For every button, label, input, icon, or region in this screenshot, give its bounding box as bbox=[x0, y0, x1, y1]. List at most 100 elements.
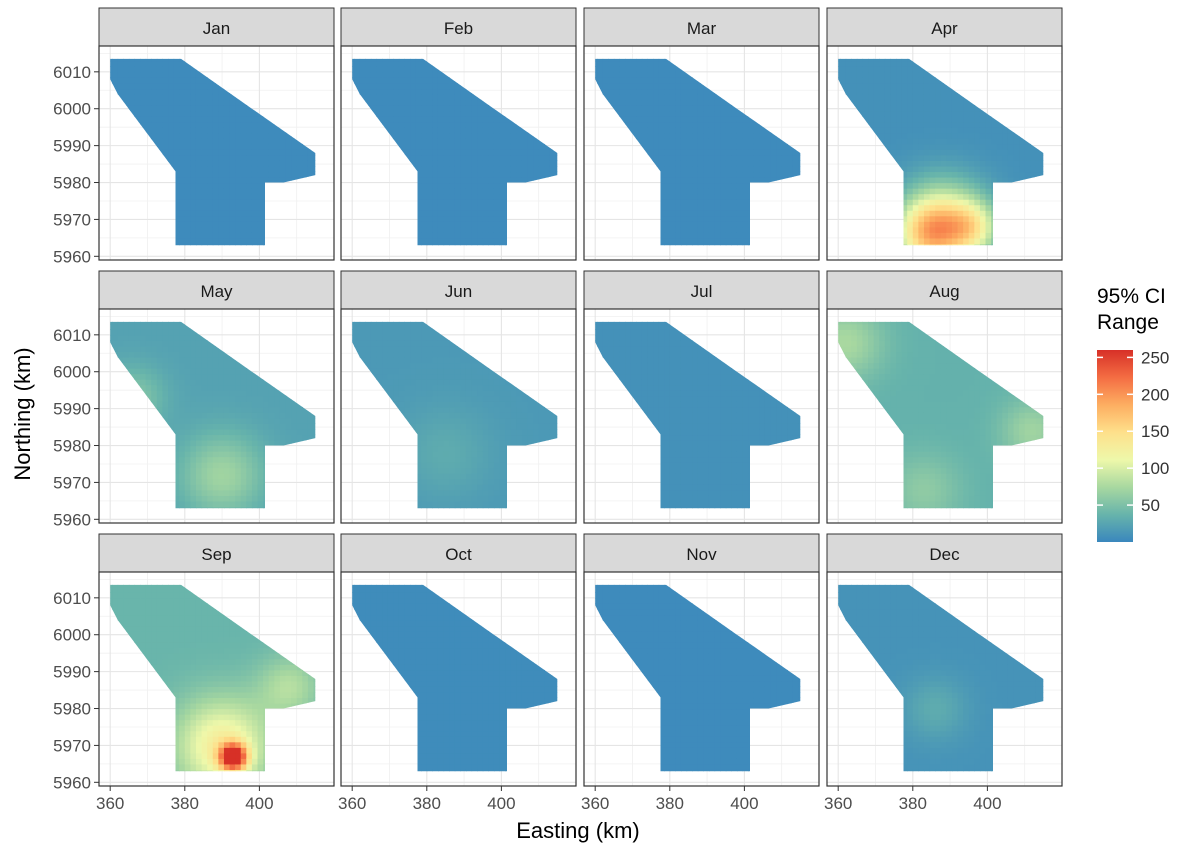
heat-cell bbox=[173, 171, 180, 178]
heat-cell bbox=[488, 160, 495, 167]
heat-cell bbox=[742, 182, 749, 189]
heat-cell bbox=[482, 110, 489, 117]
heat-cell bbox=[207, 99, 214, 106]
heat-cell bbox=[223, 226, 231, 233]
heat-cell bbox=[190, 138, 197, 145]
heat-cell bbox=[218, 199, 225, 206]
heat-cell bbox=[426, 182, 433, 189]
heat-cell bbox=[190, 77, 197, 84]
heat-cell bbox=[365, 82, 372, 90]
heat-cell bbox=[770, 154, 777, 161]
heat-cell bbox=[235, 199, 242, 206]
heat-cell bbox=[720, 110, 727, 117]
heat-cell bbox=[918, 215, 925, 222]
heat-cell bbox=[184, 215, 191, 222]
heat-cell bbox=[235, 154, 242, 161]
heat-cell bbox=[207, 171, 214, 178]
heat-cell bbox=[477, 226, 484, 233]
heat-cell bbox=[935, 215, 942, 222]
heat-cell bbox=[879, 132, 886, 139]
heat-cell bbox=[145, 60, 152, 67]
heat-cell bbox=[235, 232, 242, 239]
heat-cell bbox=[201, 199, 208, 206]
heat-cell bbox=[658, 143, 665, 150]
heat-cell bbox=[759, 165, 766, 173]
heat-cell bbox=[658, 71, 665, 78]
heat-cell bbox=[421, 188, 428, 195]
heat-cell bbox=[527, 154, 534, 161]
heat-cell bbox=[359, 60, 366, 67]
heat-cell bbox=[307, 171, 315, 178]
heat-cell bbox=[201, 138, 208, 145]
heat-cell bbox=[128, 58, 136, 62]
heat-cell bbox=[879, 99, 886, 106]
heat-cell bbox=[613, 99, 621, 106]
heat-cell bbox=[212, 176, 219, 184]
heat-cell bbox=[686, 82, 693, 90]
heat-cell bbox=[201, 193, 208, 200]
heat-cell bbox=[426, 93, 433, 101]
heat-cell bbox=[307, 154, 315, 161]
heat-cell bbox=[212, 154, 219, 161]
heat-cell bbox=[471, 226, 478, 233]
heat-cell bbox=[608, 88, 615, 95]
heat-cell bbox=[720, 232, 727, 239]
heat-cell bbox=[516, 132, 523, 139]
heat-cell bbox=[873, 77, 880, 84]
heat-cell bbox=[720, 154, 727, 161]
heat-cell bbox=[449, 171, 456, 178]
heat-cell bbox=[117, 60, 124, 67]
heat-cell bbox=[764, 165, 772, 173]
heat-cell bbox=[415, 221, 422, 228]
heat-cell bbox=[731, 127, 738, 134]
heat-cell bbox=[268, 154, 275, 161]
heat-cell bbox=[218, 182, 225, 189]
heat-cell bbox=[173, 60, 180, 67]
heat-cell bbox=[398, 93, 406, 101]
heat-cell bbox=[437, 193, 445, 200]
heat-cell bbox=[432, 210, 439, 217]
heat-cell bbox=[460, 110, 467, 117]
heat-cell bbox=[946, 143, 953, 150]
heat-cell bbox=[776, 171, 783, 178]
heat-cell bbox=[421, 193, 428, 200]
heat-cell bbox=[454, 165, 461, 173]
heat-cell bbox=[370, 60, 378, 67]
heat-cell bbox=[240, 110, 247, 117]
heat-cell bbox=[918, 160, 925, 167]
heat-cell bbox=[229, 154, 236, 161]
heat-cell bbox=[279, 160, 287, 167]
heat-cell bbox=[725, 243, 732, 246]
heat-cell bbox=[201, 154, 208, 161]
heat-cell bbox=[697, 99, 704, 106]
heat-cell bbox=[370, 82, 378, 90]
heat-cell bbox=[641, 58, 649, 62]
heat-cell bbox=[901, 199, 908, 206]
heat-cell bbox=[112, 71, 119, 78]
heat-cell bbox=[415, 66, 422, 73]
heat-cell bbox=[218, 188, 225, 195]
heat-cell bbox=[268, 127, 275, 134]
heat-cell bbox=[918, 154, 925, 161]
heat-cell bbox=[235, 143, 242, 150]
heat-cell bbox=[951, 193, 959, 200]
heat-cell bbox=[798, 149, 801, 156]
heat-cell bbox=[703, 176, 710, 184]
heat-cell bbox=[257, 138, 264, 145]
heat-cell bbox=[229, 226, 236, 233]
heat-cell bbox=[703, 215, 710, 222]
heat-cell bbox=[697, 188, 704, 195]
heat-cell bbox=[647, 149, 654, 156]
heat-cell bbox=[680, 182, 688, 189]
heat-cell bbox=[720, 165, 727, 173]
heat-cell bbox=[896, 116, 903, 123]
heat-cell bbox=[680, 71, 688, 78]
heat-cell bbox=[432, 154, 439, 161]
heat-cell bbox=[134, 71, 141, 78]
heat-cell bbox=[703, 160, 710, 167]
heat-cell bbox=[630, 121, 637, 128]
heat-cell bbox=[731, 226, 738, 233]
heat-cell bbox=[229, 193, 236, 200]
heat-cell bbox=[907, 243, 914, 246]
heat-cell bbox=[307, 165, 315, 173]
